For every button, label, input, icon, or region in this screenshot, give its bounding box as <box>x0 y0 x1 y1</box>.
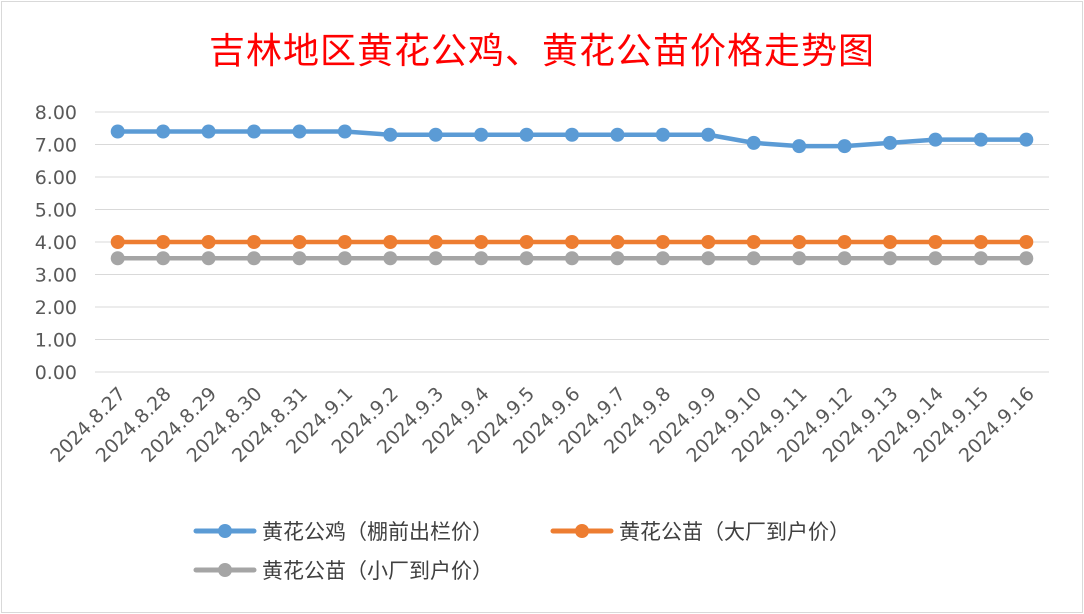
data-point <box>292 124 307 139</box>
data-point <box>928 235 943 249</box>
data-point <box>337 251 352 266</box>
data-point <box>201 235 216 249</box>
y-axis-ticks: 0.00 1.00 2.00 3.00 4.00 5.00 6.00 7.00 8.00 <box>35 102 77 384</box>
data-point <box>610 235 625 249</box>
legend-marker <box>218 563 232 577</box>
gridlines <box>95 111 1049 373</box>
data-point <box>792 139 807 154</box>
y-tick-label: 0.00 <box>35 362 77 384</box>
data-point <box>156 124 171 139</box>
series-3 <box>110 251 1034 266</box>
chart-title: 吉林地区黄花公鸡、黄花公苗价格走势图 <box>208 31 875 72</box>
legend-marker <box>575 524 589 538</box>
data-point <box>883 235 897 249</box>
y-tick-label: 3.00 <box>35 265 77 287</box>
data-point <box>655 251 670 266</box>
data-point <box>383 235 398 249</box>
data-point <box>565 235 579 249</box>
data-point <box>883 251 897 266</box>
y-tick-label: 8.00 <box>35 102 77 124</box>
data-point <box>837 251 852 266</box>
data-point <box>428 127 443 142</box>
data-point <box>337 124 352 139</box>
data-point <box>110 251 125 266</box>
data-point <box>474 127 489 142</box>
data-point <box>701 251 716 266</box>
data-point <box>519 251 534 266</box>
series-2 <box>110 235 1034 249</box>
data-point <box>701 127 716 142</box>
data-point <box>1019 132 1034 147</box>
data-point <box>383 251 398 266</box>
y-tick-label: 1.00 <box>35 330 77 352</box>
data-point <box>837 235 852 249</box>
data-point <box>519 235 534 249</box>
data-point <box>746 135 761 150</box>
data-point <box>610 127 625 142</box>
data-point <box>610 251 625 266</box>
data-point <box>110 235 125 249</box>
data-point <box>201 124 216 139</box>
data-point <box>973 251 988 266</box>
data-point <box>973 132 988 147</box>
data-point <box>428 235 443 249</box>
data-point <box>746 235 761 249</box>
data-point <box>247 124 261 139</box>
data-point <box>565 127 579 142</box>
data-point <box>973 235 988 249</box>
data-point <box>746 251 761 266</box>
y-tick-label: 5.00 <box>35 200 77 222</box>
data-point <box>1019 235 1034 249</box>
data-point <box>337 235 352 249</box>
x-axis-ticks: 2024.8.272024.8.282024.8.292024.8.302024… <box>46 383 1039 467</box>
data-point <box>928 132 943 147</box>
legend-label: 黄花公鸡（棚前出栏价） <box>262 520 493 544</box>
data-point <box>292 251 307 266</box>
data-point <box>110 124 125 139</box>
data-point <box>292 235 307 249</box>
data-point <box>655 235 670 249</box>
data-point <box>701 235 716 249</box>
legend-label: 黄花公苗（小厂到户价） <box>262 559 493 583</box>
data-point <box>1019 251 1034 266</box>
data-point <box>474 235 489 249</box>
data-point <box>201 251 216 266</box>
data-point <box>474 251 489 266</box>
legend-item: 黄花公苗（小厂到户价） <box>193 559 493 583</box>
y-tick-label: 4.00 <box>35 232 77 254</box>
series-group <box>110 124 1034 266</box>
data-point <box>792 251 807 266</box>
data-point <box>156 251 171 266</box>
data-point <box>156 235 171 249</box>
data-point <box>428 251 443 266</box>
legend-label: 黄花公苗（大厂到户价） <box>619 520 850 544</box>
data-point <box>247 235 261 249</box>
data-point <box>383 127 398 142</box>
data-point <box>519 127 534 142</box>
data-point <box>565 251 579 266</box>
legend-marker <box>218 524 232 538</box>
legend-item: 黄花公鸡（棚前出栏价） <box>193 520 493 544</box>
series-1 <box>110 124 1034 154</box>
data-point <box>883 135 897 150</box>
y-tick-label: 2.00 <box>35 297 77 319</box>
data-point <box>928 251 943 266</box>
data-point <box>837 139 852 154</box>
legend-item: 黄花公苗（大厂到户价） <box>550 520 850 544</box>
y-tick-label: 7.00 <box>35 135 77 157</box>
data-point <box>655 127 670 142</box>
data-point <box>792 235 807 249</box>
legend: 黄花公鸡（棚前出栏价） 黄花公苗（大厂到户价） 黄花公苗（小厂到户价） <box>193 520 850 583</box>
y-tick-label: 6.00 <box>35 167 77 189</box>
data-point <box>247 251 261 266</box>
